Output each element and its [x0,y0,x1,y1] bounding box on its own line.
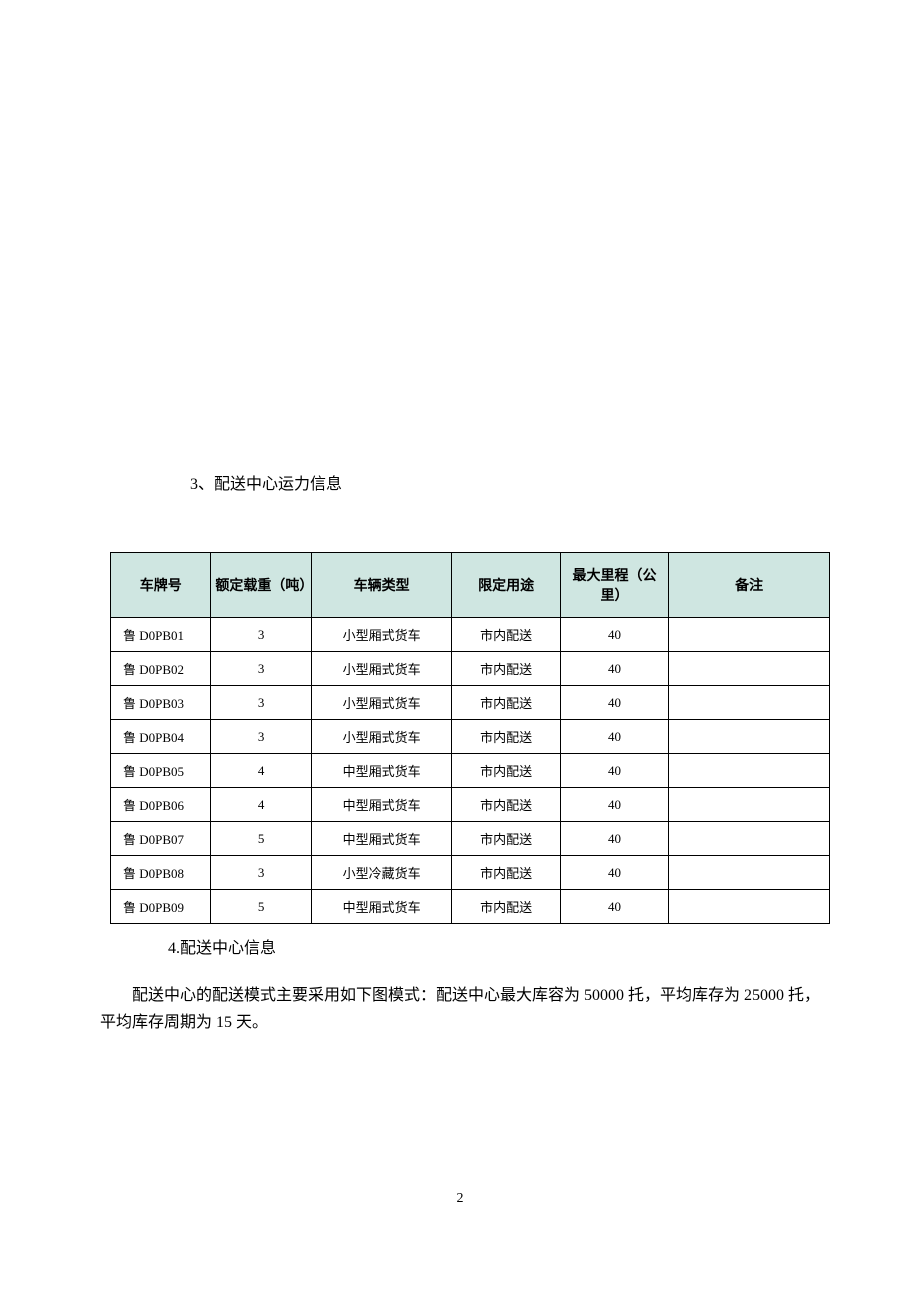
table-cell: 3 [211,856,311,890]
col-header-note: 备注 [669,553,830,618]
table-row: 鲁 D0PB083小型冷藏货车市内配送40 [111,856,830,890]
vehicle-capacity-table: 车牌号 额定载重（吨） 车辆类型 限定用途 最大里程（公里） 备注 鲁 D0PB… [110,552,830,924]
table-cell [669,618,830,652]
table-cell: 3 [211,720,311,754]
table-cell: 市内配送 [452,686,560,720]
section-3-heading: 3、配送中心运力信息 [190,470,835,494]
col-header-usage: 限定用途 [452,553,560,618]
table-cell: 40 [560,720,668,754]
table-row: 鲁 D0PB033小型厢式货车市内配送40 [111,686,830,720]
table-cell: 市内配送 [452,618,560,652]
table-row: 鲁 D0PB075中型厢式货车市内配送40 [111,822,830,856]
table-header-row: 车牌号 额定载重（吨） 车辆类型 限定用途 最大里程（公里） 备注 [111,553,830,618]
table-cell: 40 [560,788,668,822]
table-cell: 40 [560,652,668,686]
col-header-type: 车辆类型 [311,553,452,618]
table-cell: 市内配送 [452,856,560,890]
table-cell: 中型厢式货车 [311,890,452,924]
table-row: 鲁 D0PB043小型厢式货车市内配送40 [111,720,830,754]
table-cell: 市内配送 [452,720,560,754]
table-cell: 市内配送 [452,652,560,686]
table-cell: 4 [211,754,311,788]
table-cell [669,686,830,720]
table-cell: 鲁 D0PB05 [111,754,211,788]
table-cell: 小型冷藏货车 [311,856,452,890]
table-cell: 3 [211,686,311,720]
table-cell: 鲁 D0PB03 [111,686,211,720]
table-cell: 40 [560,890,668,924]
table-body: 鲁 D0PB013小型厢式货车市内配送40鲁 D0PB023小型厢式货车市内配送… [111,618,830,924]
table-cell [669,788,830,822]
table-cell [669,856,830,890]
table-cell: 鲁 D0PB07 [111,822,211,856]
table-cell: 小型厢式货车 [311,686,452,720]
table-cell: 市内配送 [452,890,560,924]
table-cell: 40 [560,686,668,720]
table-cell: 小型厢式货车 [311,720,452,754]
table-row: 鲁 D0PB095中型厢式货车市内配送40 [111,890,830,924]
table-row: 鲁 D0PB054中型厢式货车市内配送40 [111,754,830,788]
table-cell: 3 [211,652,311,686]
table-cell: 市内配送 [452,754,560,788]
table-cell: 40 [560,856,668,890]
table-cell: 鲁 D0PB02 [111,652,211,686]
table-cell: 鲁 D0PB04 [111,720,211,754]
table-row: 鲁 D0PB013小型厢式货车市内配送40 [111,618,830,652]
table-row: 鲁 D0PB064中型厢式货车市内配送40 [111,788,830,822]
table-cell: 小型厢式货车 [311,618,452,652]
table-cell: 鲁 D0PB06 [111,788,211,822]
table-cell [669,754,830,788]
table-cell: 中型厢式货车 [311,788,452,822]
col-header-plate: 车牌号 [111,553,211,618]
table-cell: 市内配送 [452,822,560,856]
table-cell: 鲁 D0PB09 [111,890,211,924]
distribution-center-paragraph: 配送中心的配送模式主要采用如下图模式：配送中心最大库容为 50000 托，平均库… [100,982,835,1036]
table-cell: 小型厢式货车 [311,652,452,686]
table-cell [669,822,830,856]
page-number: 2 [0,1191,920,1207]
col-header-mileage: 最大里程（公里） [560,553,668,618]
table-cell: 5 [211,822,311,856]
table-cell: 40 [560,822,668,856]
table-cell [669,720,830,754]
table-cell: 5 [211,890,311,924]
section-4-heading: 4.配送中心信息 [168,934,835,958]
table-cell: 中型厢式货车 [311,754,452,788]
table-cell: 40 [560,754,668,788]
table-cell [669,652,830,686]
table-cell: 市内配送 [452,788,560,822]
table-cell: 40 [560,618,668,652]
table-cell: 中型厢式货车 [311,822,452,856]
col-header-load: 额定载重（吨） [211,553,311,618]
table-cell: 鲁 D0PB08 [111,856,211,890]
table-cell: 4 [211,788,311,822]
table-cell [669,890,830,924]
table-row: 鲁 D0PB023小型厢式货车市内配送40 [111,652,830,686]
table-cell: 鲁 D0PB01 [111,618,211,652]
table-cell: 3 [211,618,311,652]
